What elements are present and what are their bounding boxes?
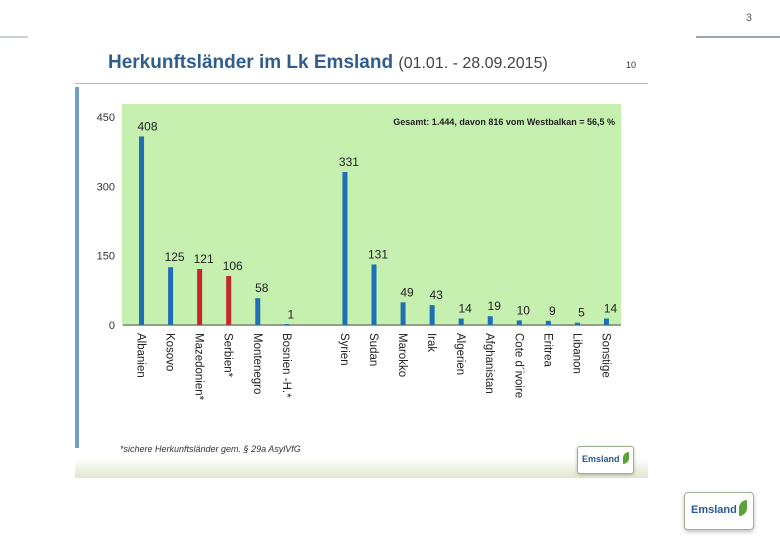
bar-value-label: 5 [578, 306, 585, 320]
embedded-slide: Herkunftsländer im Lk Emsland (01.01. - … [75, 42, 648, 478]
x-tick-label: Libanon [570, 333, 582, 374]
x-tick-label: Syrien [338, 333, 350, 366]
bar-value-label: 106 [223, 259, 243, 273]
emsland-logo: Emsland [684, 492, 754, 530]
bar-value-label: 19 [488, 299, 502, 313]
bar [371, 264, 377, 325]
bar-value-label: 331 [339, 155, 359, 169]
x-tick-label: Algerien [454, 333, 466, 375]
x-tick-label: Eritrea [541, 333, 553, 367]
x-tick-label: Sudan [367, 333, 379, 366]
title-rule [75, 83, 648, 84]
bar-value-label: 43 [429, 288, 443, 302]
x-tick-label: Irak [425, 333, 437, 352]
bar [545, 320, 551, 325]
bar [458, 318, 464, 325]
side-accent-bar [75, 87, 79, 448]
footnote: *sichere Herkunftsländer gem. § 29a Asyl… [120, 444, 301, 454]
leaf-icon [623, 452, 629, 464]
bar-value-label: 14 [458, 302, 472, 316]
bar-value-label: 125 [165, 250, 185, 264]
footer-band [75, 458, 648, 478]
bar [139, 136, 145, 325]
bar-value-label: 10 [517, 303, 531, 317]
chart-annotation: Gesamt: 1.444, davon 816 vom Westbalkan … [393, 117, 615, 127]
x-tick-label: Mazedonien* [193, 333, 205, 401]
emsland-logo-small: Emsland [577, 446, 634, 474]
x-tick-label: Albanien [135, 333, 147, 378]
bar [197, 269, 203, 325]
bar-value-label: 1 [287, 308, 294, 322]
slide-number: 10 [626, 60, 637, 70]
x-tick-label: Serbien* [222, 333, 234, 378]
top-divider-left [0, 36, 28, 38]
bar-value-label: 14 [604, 302, 618, 316]
logo-text: Emsland [691, 504, 737, 516]
bar [168, 267, 174, 325]
x-tick-label: Kosovo [164, 333, 176, 371]
bar [429, 305, 435, 325]
y-tick-label: 450 [97, 112, 115, 124]
x-tick-label: Cote d´ivoire [512, 333, 524, 398]
bar [516, 320, 522, 325]
bar-value-label: 58 [255, 281, 269, 295]
bar-chart: 0 150 300 450 408 Albanien 125 Kosovo 121 Mazedo… [97, 104, 621, 401]
bar-value-label: 131 [368, 247, 388, 261]
bar-value-label: 9 [549, 304, 556, 318]
bar [487, 316, 493, 325]
leaf-icon [739, 500, 747, 516]
x-tick-label: Sonstige [599, 333, 611, 378]
slide-title: Herkunftsländer im Lk Emsland (01.01. - … [108, 52, 548, 74]
bar-value-label: 49 [400, 285, 414, 299]
y-tick-label: 300 [97, 181, 115, 193]
title-main: Herkunftsländer im Lk Emsland [108, 52, 394, 73]
bar [603, 318, 609, 325]
bar [574, 322, 580, 325]
bar-value-label: 121 [194, 252, 214, 266]
title-dates: (01.01. - 28.09.2015) [398, 55, 548, 72]
bar [342, 172, 348, 325]
bar [400, 302, 406, 325]
page-number: 3 [745, 12, 752, 24]
bar [284, 324, 290, 325]
logo-text-small: Emsland [582, 454, 620, 464]
x-tick-label: Bosnien -H.* [280, 333, 292, 398]
y-tick-label: 0 [109, 320, 115, 332]
bar [226, 276, 232, 325]
top-divider-right [696, 36, 780, 38]
y-tick-label: 150 [97, 251, 115, 263]
x-tick-label: Afghanistan [483, 333, 495, 394]
bar-value-label: 408 [138, 119, 158, 133]
bar [255, 298, 261, 325]
x-tick-label: Marokko [396, 333, 408, 377]
x-tick-label: Montenegro [251, 333, 263, 394]
